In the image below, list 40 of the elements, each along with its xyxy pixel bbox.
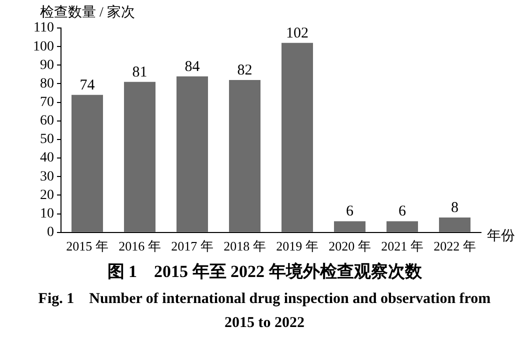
data-label: 81 (132, 64, 148, 80)
y-tick-label: 40 (40, 150, 54, 166)
x-tick-label: 2020 年 (328, 238, 371, 254)
y-tick-label: 90 (40, 58, 54, 73)
bar (439, 218, 470, 232)
y-tick-label: 100 (33, 39, 54, 54)
y-tick-label: 70 (40, 95, 54, 110)
x-tick-label: 2018 年 (224, 238, 266, 254)
text: Fig. 1 Number of international drug inspection and observation from 2015 to 2022 (37, 290, 492, 333)
data-label: 6 (398, 204, 406, 220)
y-tick-label: 30 (40, 169, 54, 184)
text: 图 1 2015 年至 2022 年境外检查观察次数 (106, 261, 423, 283)
data-label: 82 (237, 62, 252, 78)
y-tick-label: 60 (40, 114, 54, 129)
x-tick-label: 2017 年 (171, 238, 214, 254)
y-tick-label: 0 (47, 225, 54, 240)
y-tick-label: 110 (34, 20, 54, 36)
bar (176, 76, 208, 232)
y-tick-label: 50 (40, 132, 54, 148)
x-tick-label: 2016 年 (118, 238, 161, 254)
bar (282, 42, 313, 232)
y-axis-title: 检查数量 / 家次 (40, 4, 135, 21)
data-label: 102 (286, 25, 308, 42)
data-label: 6 (346, 204, 354, 220)
data-label: 8 (451, 200, 458, 216)
x-tick-label: 2015 年 (66, 238, 108, 254)
bar (124, 82, 156, 232)
data-label: 74 (80, 77, 96, 94)
x-tick-label: 2021 年 (381, 238, 424, 254)
x-tick-label: 2022 年 (434, 238, 476, 254)
y-tick-label: 20 (40, 188, 54, 203)
bar (386, 221, 418, 232)
bar (229, 80, 260, 232)
data-label: 84 (184, 58, 200, 75)
bar (72, 94, 103, 232)
bar (334, 221, 366, 232)
y-tick-label: 10 (40, 206, 54, 222)
y-tick-label: 80 (40, 76, 54, 92)
x-axis-title: 年份 (487, 228, 515, 244)
x-tick-label: 2019 年 (276, 238, 318, 254)
